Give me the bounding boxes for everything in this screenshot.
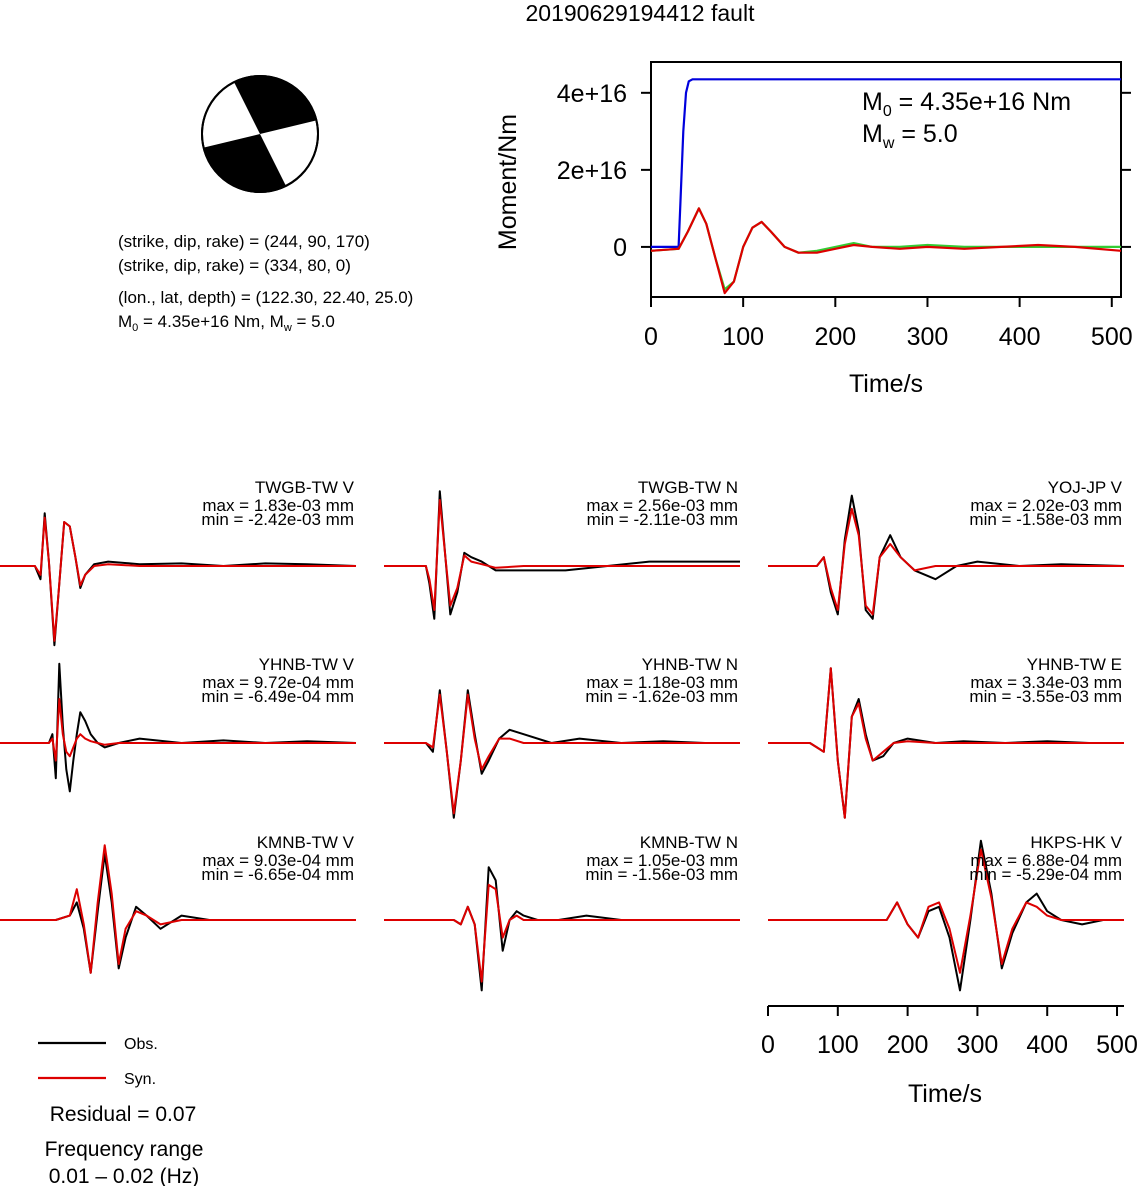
station-max: max = 1.83e-03 mm bbox=[202, 496, 354, 515]
moment-xtick-label: 500 bbox=[1091, 323, 1133, 351]
station-name: TWGB-TW V bbox=[255, 478, 355, 497]
station-max: max = 1.05e-03 mm bbox=[586, 851, 738, 870]
station-name: HKPS-HK V bbox=[1030, 833, 1122, 852]
station-min: min = -2.42e-03 mm bbox=[201, 510, 354, 529]
waveform-syn bbox=[384, 693, 740, 815]
station-max: max = 2.56e-03 mm bbox=[586, 496, 738, 515]
waveform-xtick-label: 100 bbox=[817, 1031, 859, 1059]
waveform-xtick-label: 300 bbox=[957, 1031, 999, 1059]
waveform-syn bbox=[0, 516, 356, 642]
moment-ylabel: Moment/Nm bbox=[494, 114, 522, 250]
moment-xtick-label: 300 bbox=[907, 323, 949, 351]
station-min: min = -2.11e-03 mm bbox=[587, 510, 738, 529]
moment-series-syn bbox=[650, 207, 1122, 295]
moment-xtick-label: 400 bbox=[999, 323, 1041, 351]
station-min: min = -1.58e-03 mm bbox=[969, 510, 1122, 529]
moment-xtick-label: 0 bbox=[644, 323, 658, 351]
beachball-icon bbox=[201, 75, 319, 193]
station-min: min = -6.65e-04 mm bbox=[201, 865, 354, 884]
moment-plot: 0 100 200 300 400 500 4e+16 2e+16 0 Moment/Nm Ti… bbox=[494, 61, 1133, 398]
station-min: min = -5.29e-04 mm bbox=[969, 865, 1122, 884]
station-max: max = 3.34e-03 mm bbox=[970, 673, 1122, 692]
waveform-xtick-label: 200 bbox=[887, 1031, 929, 1059]
station-min: min = -6.49e-04 mm bbox=[201, 687, 354, 706]
figure-title: 20190629194412 fault bbox=[526, 0, 756, 26]
moment-xtick-label: 200 bbox=[814, 323, 856, 351]
waveform-xtick-label: 500 bbox=[1096, 1031, 1138, 1059]
waveform-syn bbox=[768, 507, 1124, 616]
waveform-syn bbox=[0, 698, 356, 762]
moment-series-group bbox=[650, 78, 1122, 295]
waveform-syn bbox=[768, 667, 1124, 819]
waveform-obs bbox=[384, 866, 740, 992]
station-min: min = -3.55e-03 mm bbox=[969, 687, 1122, 706]
plane2-text: (strike, dip, rake) = (334, 80, 0) bbox=[118, 256, 351, 275]
station-name: KMNB-TW N bbox=[640, 833, 738, 852]
mw-annotation: Mw = 5.0 bbox=[862, 120, 958, 152]
moment-xtick-label: 100 bbox=[722, 323, 764, 351]
waveform-syn bbox=[768, 848, 1124, 974]
waveform-syn bbox=[384, 883, 740, 983]
m0-annotation: M0 = 4.35e+16 Nm bbox=[862, 88, 1071, 120]
moment-ytick-label: 0 bbox=[613, 234, 627, 262]
location-text: (lon., lat, depth) = (122.30, 22.40, 25.… bbox=[118, 288, 413, 307]
moment-plot-frame bbox=[650, 61, 1122, 298]
residual-text: Residual = 0.07 bbox=[50, 1103, 197, 1126]
station-max: max = 9.72e-04 mm bbox=[202, 673, 354, 692]
station-min: min = -1.56e-03 mm bbox=[585, 865, 738, 884]
station-name: YOJ-JP V bbox=[1048, 478, 1123, 497]
station-name: YHNB-TW N bbox=[642, 655, 738, 674]
waveform-xtick-label: 400 bbox=[1026, 1031, 1068, 1059]
moment-axes: 0 100 200 300 400 500 4e+16 2e+16 0 bbox=[557, 80, 1133, 351]
station-name: YHNB-TW E bbox=[1027, 655, 1122, 674]
station-max: max = 6.88e-04 mm bbox=[970, 851, 1122, 870]
waveform-syn bbox=[0, 844, 356, 974]
waveform-time-axis: 0 100 200 300 400 500 bbox=[761, 1005, 1138, 1059]
moment-series-moment bbox=[651, 78, 1121, 248]
frequency-range: 0.01 – 0.02 (Hz) bbox=[49, 1165, 200, 1186]
legend-obs-label: Obs. bbox=[124, 1036, 158, 1053]
legend-syn-label: Syn. bbox=[124, 1071, 156, 1088]
moment-ytick-label: 2e+16 bbox=[557, 157, 627, 185]
legend: Obs. Syn. bbox=[38, 1036, 158, 1088]
station-min: min = -1.62e-03 mm bbox=[585, 687, 738, 706]
station-max: max = 1.18e-03 mm bbox=[586, 673, 738, 692]
moment-ytick-label: 4e+16 bbox=[557, 80, 627, 108]
frequency-title: Frequency range bbox=[45, 1138, 204, 1161]
moment-xlabel: Time/s bbox=[849, 370, 923, 398]
station-name: TWGB-TW N bbox=[638, 478, 738, 497]
station-name: YHNB-TW V bbox=[259, 655, 355, 674]
waveform-xlabel: Time/s bbox=[908, 1080, 982, 1108]
moment-text: M0 = 4.35e+16 Nm, Mw = 5.0 bbox=[118, 312, 335, 334]
station-name: KMNB-TW V bbox=[257, 833, 355, 852]
waveform-xtick-label: 0 bbox=[761, 1031, 775, 1059]
station-max: max = 2.02e-03 mm bbox=[970, 496, 1122, 515]
station-max: max = 9.03e-04 mm bbox=[202, 851, 354, 870]
plane1-text: (strike, dip, rake) = (244, 90, 170) bbox=[118, 232, 370, 251]
waveform-syn bbox=[384, 499, 740, 611]
